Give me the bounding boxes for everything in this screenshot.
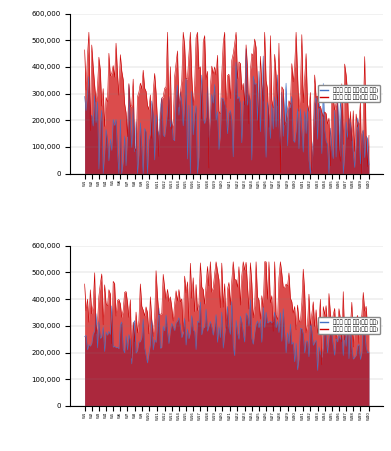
Legend: 기준층 북주 남측(일사 제외), 기준층 북주 북측(일사 제외): 기준층 북주 남측(일사 제외), 기준층 북주 북측(일사 제외) xyxy=(318,317,380,335)
Legend: 기준층 북주 남측(일사 적용), 기준층 북주 북측(일사 적용): 기준층 북주 남측(일사 적용), 기준층 북주 북측(일사 적용) xyxy=(318,85,380,102)
